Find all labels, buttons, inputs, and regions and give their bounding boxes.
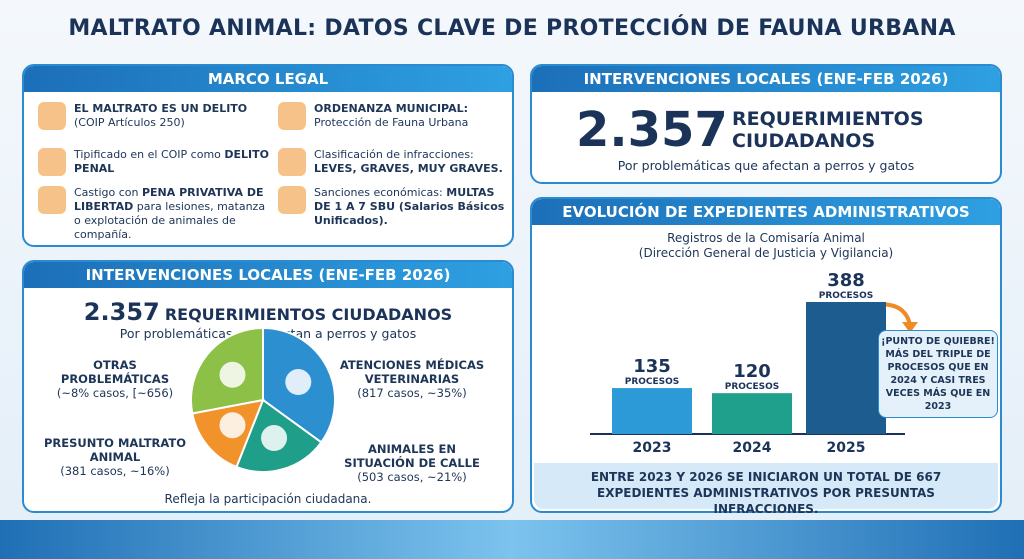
item-text: Sanciones económicas: xyxy=(314,186,443,199)
item-icon xyxy=(38,186,66,214)
item-text: Castigo con xyxy=(74,186,139,199)
slice-name: ANIMALES EN SITUACIÓN DE CALLE xyxy=(344,442,480,470)
legal-item: Sanciones económicas: MULTAS DE 1 A 7 SB… xyxy=(278,186,514,228)
slice-note: (381 casos, ~16%) xyxy=(60,464,170,478)
item-text: PENA PRIVATIVA DE LIBERTAD xyxy=(74,186,264,213)
panel-header: EVOLUCIÓN DE EXPEDIENTES ADMINISTRATIVOS xyxy=(532,199,1000,225)
item-icon xyxy=(278,102,306,130)
slice-note: (503 casos, ~21%) xyxy=(357,470,467,484)
panel-header: INTERVENCIONES LOCALES (ENE-FEB 2026) xyxy=(532,66,1000,92)
slice-label: PRESUNTO MALTRATO ANIMAL (381 casos, ~16%… xyxy=(40,436,190,478)
item-text: Protección de Fauna Urbana xyxy=(314,116,469,129)
page-title: MALTRATO ANIMAL: DATOS CLAVE DE PROTECCI… xyxy=(68,16,956,41)
decor-strip xyxy=(0,520,1024,559)
legal-item: EL MALTRATO ES UN DELITO (COIP Artículos… xyxy=(38,102,274,130)
item-icon xyxy=(278,148,306,176)
panel-header: MARCO LEGAL xyxy=(24,66,512,92)
big-number: 2.357 xyxy=(83,298,160,326)
slice-name: PRESUNTO MALTRATO ANIMAL xyxy=(43,436,187,464)
number-label: REQUERIMIENTOS CIUDADANOS xyxy=(732,108,924,152)
item-text: para lesiones, matanza o explotación de … xyxy=(74,200,266,241)
subtitle: Por problemáticas que afectan a perros y… xyxy=(617,158,915,173)
item-text: EL MALTRATO ES UN DELITO xyxy=(74,102,248,115)
item-text: MULTAS DE 1 A 7 SBU (Salarios Básicos Un… xyxy=(314,186,505,227)
item-icon xyxy=(38,102,66,130)
item-text: LEVES, GRAVES, MUY GRAVES. xyxy=(314,162,503,175)
slice-name: ATENCIONES MÉDICAS VETERINARIAS xyxy=(339,358,485,386)
item-icon xyxy=(278,186,306,214)
item-text: ORDENANZA MUNICIPAL: xyxy=(314,102,469,115)
legal-item: Clasificación de infracciones: LEVES, GR… xyxy=(278,148,514,176)
item-icon xyxy=(38,148,66,176)
item-text: (COIP Artículos 250) xyxy=(74,116,185,129)
annotation: ¡PUNTO DE QUIEBRE! MÁS DEL TRIPLE DE PRO… xyxy=(878,330,998,418)
slice-label: OTRAS PROBLEMÁTICAS (~8% casos, [~656) xyxy=(40,358,190,400)
item-text: Tipificado en el COIP como xyxy=(74,148,221,161)
chart-subtitle: (Dirección General de Justicia y Vigilan… xyxy=(638,246,894,260)
slice-label: ANIMALES EN SITUACIÓN DE CALLE (503 casos… xyxy=(337,442,487,484)
legal-item: Tipificado en el COIP como DELITO PENAL xyxy=(38,148,274,176)
big-number: 2.357 xyxy=(576,102,728,158)
subtitle: Por problemáticas que afectan a perros y… xyxy=(119,326,417,341)
chart-subtitle: Registros de la Comisaría Animal xyxy=(667,231,865,245)
chart-footer: ENTRE 2023 Y 2026 SE INICIARON UN TOTAL … xyxy=(534,463,998,516)
slice-label: ATENCIONES MÉDICAS VETERINARIAS (817 caso… xyxy=(337,358,487,400)
slice-name: OTRAS PROBLEMÁTICAS xyxy=(60,358,170,386)
legal-item: ORDENANZA MUNICIPAL: Protección de Fauna… xyxy=(278,102,514,130)
number-label: REQUERIMIENTOS CIUDADANOS xyxy=(164,305,453,324)
legal-item: Castigo con PENA PRIVATIVA DE LIBERTAD p… xyxy=(38,186,274,242)
panel-header: INTERVENCIONES LOCALES (ENE-FEB 2026) xyxy=(24,262,512,288)
marco-legal-panel: MARCO LEGAL EL MALTRATO ES UN DELITO (CO… xyxy=(22,64,514,247)
footer-note: Refleja la participación ciudadana. xyxy=(164,492,372,506)
slice-note: (817 casos, ~35%) xyxy=(357,386,467,400)
slice-note: (~8% casos, [~656) xyxy=(56,386,174,400)
item-text: DELITO PENAL xyxy=(74,148,270,175)
item-text: Clasificación de infracciones: xyxy=(314,148,474,161)
intervenciones-top-panel: INTERVENCIONES LOCALES (ENE-FEB 2026) 2.… xyxy=(530,64,1002,184)
